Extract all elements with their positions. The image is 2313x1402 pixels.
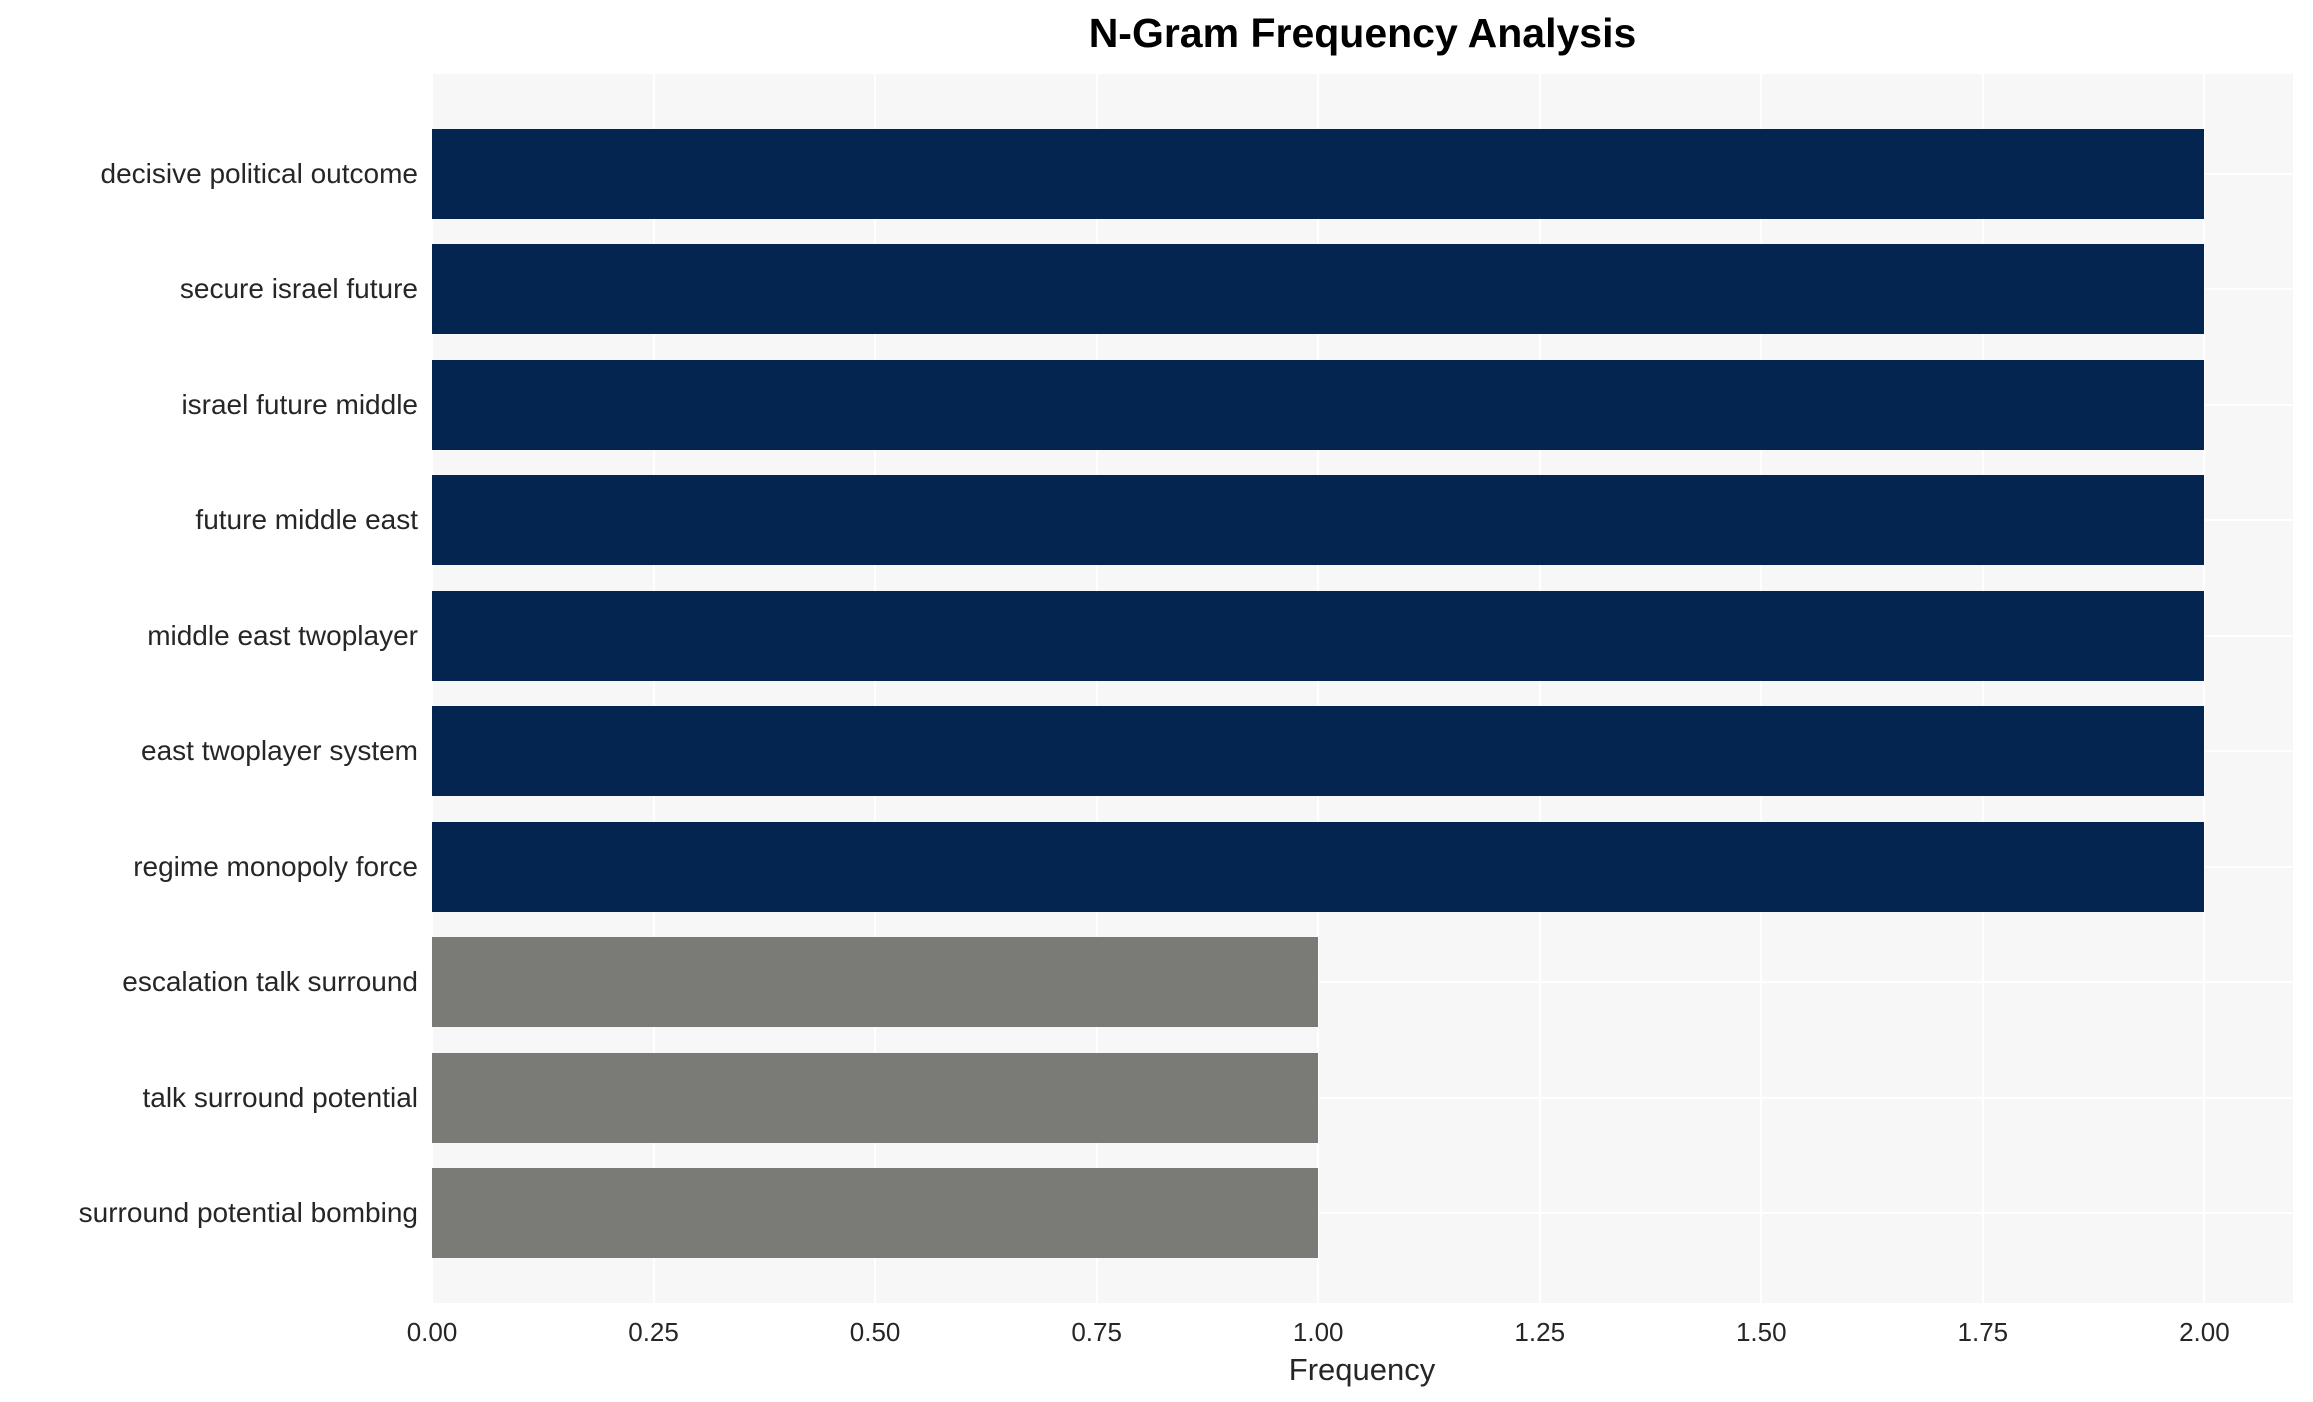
x-gridline	[1317, 74, 1320, 1303]
bar-escalation-talk-surround	[432, 937, 1319, 1027]
y-tick-label: regime monopoly force	[133, 850, 418, 882]
y-tick-label: talk surround potential	[142, 1081, 418, 1113]
bar-secure-israel-future	[432, 244, 2205, 334]
bar-surround-potential-bombing	[432, 1168, 1319, 1258]
x-gridline	[431, 74, 433, 1303]
chart-title: N-Gram Frequency Analysis	[1088, 10, 1637, 56]
x-tick-label: 1.25	[1514, 1317, 1566, 1347]
x-tick-label: 0.25	[628, 1317, 679, 1347]
y-gridline	[432, 981, 2293, 984]
x-gridline	[1981, 74, 1984, 1303]
y-tick-label: israel future middle	[181, 388, 418, 420]
bar-talk-surround-potential	[432, 1053, 1319, 1143]
x-tick-label: 0.75	[1071, 1317, 1122, 1347]
y-tick-label: east twoplayer system	[141, 735, 418, 767]
bar-regime-monopoly-force	[432, 822, 2205, 912]
plot-area	[431, 74, 2293, 1303]
x-tick-label: 1.75	[1957, 1317, 2009, 1347]
x-gridline	[652, 74, 655, 1303]
bar-east-twoplayer-system	[432, 706, 2205, 796]
x-gridline	[2203, 74, 2206, 1303]
x-tick-label: 2.00	[2179, 1317, 2230, 1347]
bar-middle-east-twoplayer	[432, 591, 2205, 681]
x-gridline	[1538, 74, 1541, 1303]
x-tick-label: 0.00	[406, 1317, 458, 1347]
y-tick-label: secure israel future	[179, 273, 418, 305]
y-tick-label: surround potential bombing	[78, 1197, 418, 1229]
y-tick-label: future middle east	[195, 504, 418, 536]
bar-future-middle-east	[432, 475, 2205, 565]
x-gridline	[1760, 74, 1763, 1303]
x-gridline	[1095, 74, 1098, 1303]
bar-decisive-political-outcome	[432, 129, 2205, 219]
x-tick-label: 1.50	[1735, 1317, 1787, 1347]
x-axis-label: Frequency	[1288, 1352, 1436, 1387]
y-tick-label: middle east twoplayer	[147, 619, 418, 651]
bar-israel-future-middle	[432, 360, 2205, 450]
y-gridline	[432, 1212, 2293, 1215]
x-tick-label: 0.50	[849, 1317, 901, 1347]
y-gridline	[432, 1096, 2293, 1099]
y-tick-label: decisive political outcome	[100, 157, 419, 189]
y-tick-label: escalation talk surround	[122, 966, 418, 998]
x-gridline	[874, 74, 877, 1303]
x-tick-label: 1.00	[1292, 1317, 1344, 1347]
